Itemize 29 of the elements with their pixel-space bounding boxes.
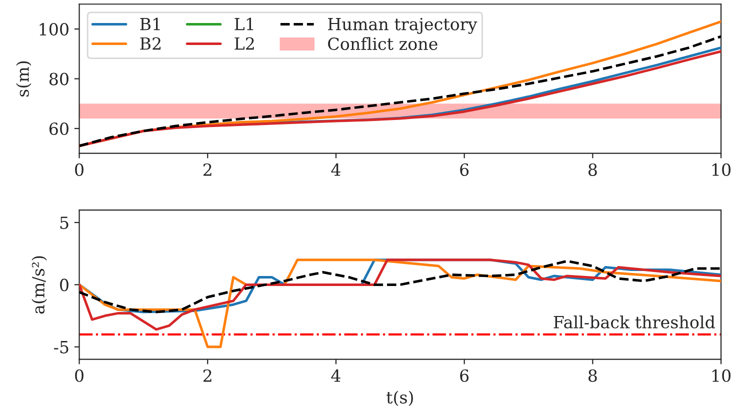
y-tick-label: 60: [49, 122, 68, 136]
line-series: [79, 258, 722, 331]
legend-label: L2: [234, 37, 254, 50]
legend-label: B2: [140, 37, 160, 50]
y-tick-label: 0: [60, 278, 68, 292]
legend-label: L1: [234, 18, 254, 30]
x-tick-label: 8: [588, 163, 597, 176]
y-tick-label: 80: [49, 72, 68, 86]
x-tick-label: 10: [712, 369, 731, 382]
y-axis-title: a(m/s²): [32, 256, 47, 314]
y-axis-title: s(m): [16, 61, 32, 96]
x-tick-label: 0: [75, 369, 84, 382]
x-tick-label: 8: [588, 369, 597, 382]
x-tick-label: 4: [331, 369, 340, 382]
ref-line-label: Fall-back threshold: [554, 316, 715, 328]
x-tick-label: 0: [75, 163, 84, 176]
legend-label: Conflict zone: [328, 37, 438, 50]
x-axis-title: t(s): [386, 390, 413, 406]
x-tick-label: 10: [712, 163, 731, 176]
x-tick-label: 2: [203, 369, 212, 382]
y-tick-label: -5: [54, 341, 68, 354]
y-tick-label: 5: [60, 216, 68, 230]
legend-label: B1: [140, 18, 160, 30]
x-tick-label: 6: [460, 369, 469, 382]
x-tick-label: 6: [460, 163, 469, 176]
x-tick-label: 4: [331, 163, 340, 176]
x-tick-label: 2: [203, 163, 212, 176]
y-tick-label: 100: [40, 22, 68, 36]
legend-label: Human trajectory: [328, 18, 478, 34]
